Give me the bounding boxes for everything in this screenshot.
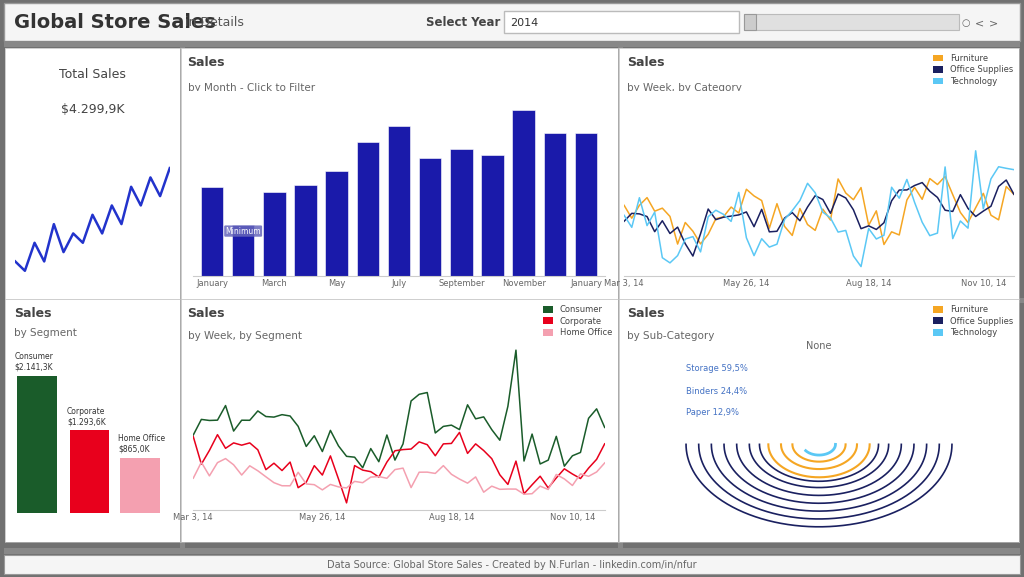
Bar xyxy=(4,555,1020,574)
Bar xyxy=(4,548,1020,554)
Bar xyxy=(481,155,504,276)
Bar xyxy=(70,430,110,514)
Bar xyxy=(326,171,348,276)
Legend: Furniture, Office Supplies, Technology: Furniture, Office Supplies, Technology xyxy=(930,51,1017,89)
Text: in Details: in Details xyxy=(185,17,244,29)
Text: Storage 59,5%: Storage 59,5% xyxy=(686,364,748,373)
Text: by Month - Click to Filter: by Month - Click to Filter xyxy=(187,83,314,93)
Text: Home Office
$865,0K: Home Office $865,0K xyxy=(118,434,165,454)
Bar xyxy=(356,142,379,276)
Bar xyxy=(17,376,56,514)
Text: >: > xyxy=(988,18,997,28)
Text: Paper 12,9%: Paper 12,9% xyxy=(686,408,739,417)
Legend: Furniture, Office Supplies, Technology: Furniture, Office Supplies, Technology xyxy=(930,302,1017,340)
Text: by Segment: by Segment xyxy=(13,328,77,338)
Bar xyxy=(120,458,160,514)
Text: Binders 24,4%: Binders 24,4% xyxy=(686,387,748,396)
Text: Sales: Sales xyxy=(627,306,665,320)
Bar xyxy=(419,158,441,276)
Text: Select Year: Select Year xyxy=(426,17,500,29)
Text: Sales: Sales xyxy=(13,306,51,320)
Text: by Week, by Segment: by Week, by Segment xyxy=(187,331,301,341)
Text: Consumer
$2.141,3K: Consumer $2.141,3K xyxy=(14,353,53,372)
Text: Sales: Sales xyxy=(187,55,225,69)
Bar xyxy=(744,14,959,30)
Bar xyxy=(544,133,566,276)
Text: <: < xyxy=(976,18,985,28)
Bar xyxy=(201,187,223,276)
Legend: Consumer, Corporate, Home Office: Consumer, Corporate, Home Office xyxy=(540,302,615,340)
Bar xyxy=(388,126,411,276)
Text: $4.299,9K: $4.299,9K xyxy=(60,103,124,116)
Text: Data Source: Global Store Sales - Created by N.Furlan - linkedin.com/in/nfur: Data Source: Global Store Sales - Create… xyxy=(328,560,696,569)
Bar xyxy=(294,185,316,276)
Text: Sales: Sales xyxy=(627,55,665,69)
Text: Sales: Sales xyxy=(187,306,225,320)
Text: ○: ○ xyxy=(962,18,971,28)
Text: 2014: 2014 xyxy=(510,18,539,28)
Bar xyxy=(574,133,597,276)
Text: Corporate
$1.293,6K: Corporate $1.293,6K xyxy=(68,407,105,426)
Bar xyxy=(5,298,1024,303)
Bar xyxy=(504,11,739,33)
Bar xyxy=(4,41,1020,47)
Text: by Sub-Category: by Sub-Category xyxy=(627,331,715,341)
Bar xyxy=(618,47,623,548)
Bar xyxy=(231,225,254,276)
Text: by Week, by Category: by Week, by Category xyxy=(627,83,741,93)
Text: Total Sales: Total Sales xyxy=(59,68,126,81)
Bar xyxy=(512,110,535,276)
Text: None: None xyxy=(806,340,831,351)
Bar xyxy=(180,47,185,548)
Bar xyxy=(744,14,756,30)
Bar xyxy=(263,192,286,276)
Bar xyxy=(4,3,1020,41)
Text: Minimum: Minimum xyxy=(225,227,261,235)
Text: Global Store Sales: Global Store Sales xyxy=(14,13,216,32)
Bar xyxy=(451,149,472,276)
